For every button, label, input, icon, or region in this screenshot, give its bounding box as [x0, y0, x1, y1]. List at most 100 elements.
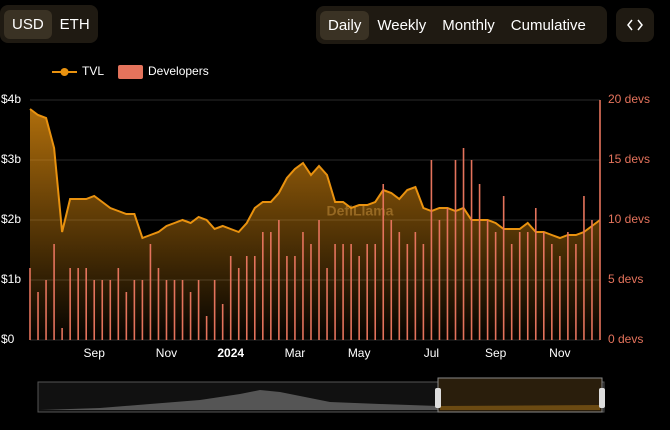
developer-bar	[221, 304, 224, 340]
interval-button[interactable]: Monthly	[442, 16, 495, 34]
developer-bar	[310, 244, 312, 340]
developer-bar	[478, 184, 481, 340]
developer-bar	[294, 256, 296, 340]
developer-bar	[446, 208, 449, 340]
developer-bar	[462, 148, 465, 340]
x-tick-label: Nov	[156, 346, 177, 360]
developer-bar	[438, 220, 441, 340]
developer-bar	[173, 280, 176, 340]
developer-bar	[350, 244, 352, 340]
currency-toggle: USD ETH	[0, 5, 98, 43]
range-brush	[37, 377, 605, 413]
currency-button[interactable]: USD	[4, 9, 52, 39]
developer-bar	[366, 244, 368, 340]
x-tick-label: Jul	[424, 346, 439, 360]
developer-bar	[398, 232, 401, 340]
brush-track	[37, 381, 605, 413]
brush-handle[interactable]	[599, 388, 605, 408]
developer-bar	[149, 244, 152, 340]
legend-label: TVL	[82, 64, 104, 78]
developer-bar	[494, 232, 497, 340]
developer-bar	[302, 232, 304, 340]
developer-bar	[165, 280, 168, 340]
developer-bar	[583, 196, 585, 340]
developer-bar	[205, 316, 208, 340]
developer-bar	[69, 268, 71, 340]
y2-tick-label: 5 devs	[608, 272, 643, 286]
developer-bar	[318, 220, 320, 340]
developer-bar	[543, 232, 545, 340]
developer-bar	[518, 232, 521, 340]
developer-bar	[237, 268, 240, 340]
y2-tick-label: 15 devs	[608, 152, 650, 166]
developer-bar	[470, 160, 473, 340]
developer-bar	[406, 244, 409, 340]
x-tick-label: May	[348, 346, 371, 360]
developer-bar	[534, 208, 537, 340]
x-tick-label: 2024	[217, 346, 244, 360]
developer-bar	[229, 256, 232, 340]
developer-bar	[334, 244, 336, 340]
brush-preview	[40, 390, 438, 410]
developer-bar	[510, 244, 513, 340]
developer-bar	[390, 220, 393, 340]
y-tick-label: $0	[1, 332, 15, 346]
interval-button[interactable]: Daily	[320, 10, 370, 40]
y-tick-label: $2b	[1, 212, 21, 226]
developer-bar	[599, 100, 601, 340]
developer-bar	[559, 256, 561, 340]
developer-bar	[414, 232, 417, 340]
brush-window-preview	[440, 405, 600, 410]
tvl-area	[30, 109, 600, 340]
developer-bar	[575, 244, 577, 340]
developer-bar	[141, 280, 144, 340]
legend-swatch	[118, 65, 144, 79]
developer-bar	[342, 244, 344, 340]
x-tick-label: Sep	[84, 346, 106, 360]
developer-bar	[245, 256, 248, 340]
developer-bar	[93, 280, 96, 340]
developer-bar	[526, 232, 529, 340]
developer-bar	[101, 280, 104, 340]
y-tick-label: $1b	[1, 272, 21, 286]
interval-button[interactable]: Cumulative	[510, 16, 586, 34]
developer-bar	[454, 160, 457, 340]
developer-bar	[45, 280, 47, 340]
developer-bar	[109, 280, 112, 340]
developer-bar	[189, 292, 192, 340]
watermark: DefiLlama	[327, 203, 394, 219]
developer-bar	[181, 280, 184, 340]
developer-bar	[85, 268, 87, 340]
developer-bar	[551, 244, 553, 340]
currency-button[interactable]: ETH	[59, 15, 90, 33]
developer-bar	[253, 256, 256, 340]
developer-bar	[29, 268, 31, 340]
developer-bar	[591, 220, 593, 340]
x-tick-label: Sep	[485, 346, 507, 360]
legend-swatch	[60, 68, 69, 76]
brush-window[interactable]	[437, 377, 603, 413]
developer-bar	[270, 232, 272, 340]
developer-bar	[358, 256, 360, 340]
developer-bar	[262, 232, 264, 340]
developer-bar	[213, 280, 216, 340]
developer-bar	[53, 244, 55, 340]
developer-bar	[133, 280, 136, 340]
brush-handle[interactable]	[435, 388, 441, 408]
developer-bar	[125, 292, 128, 340]
developer-bar	[197, 280, 200, 340]
developer-bar	[430, 160, 433, 340]
interval-button[interactable]: Weekly	[377, 16, 427, 34]
embed-button[interactable]	[616, 8, 654, 42]
tvl-line	[29, 108, 601, 240]
developer-bar	[286, 256, 288, 340]
developer-bar	[61, 328, 63, 340]
embed-icon	[627, 19, 643, 31]
developer-bar	[37, 292, 39, 340]
y-tick-label: $3b	[1, 152, 21, 166]
y2-tick-label: 10 devs	[608, 212, 650, 226]
developer-bar	[502, 196, 505, 340]
y-tick-label: $4b	[1, 92, 21, 106]
